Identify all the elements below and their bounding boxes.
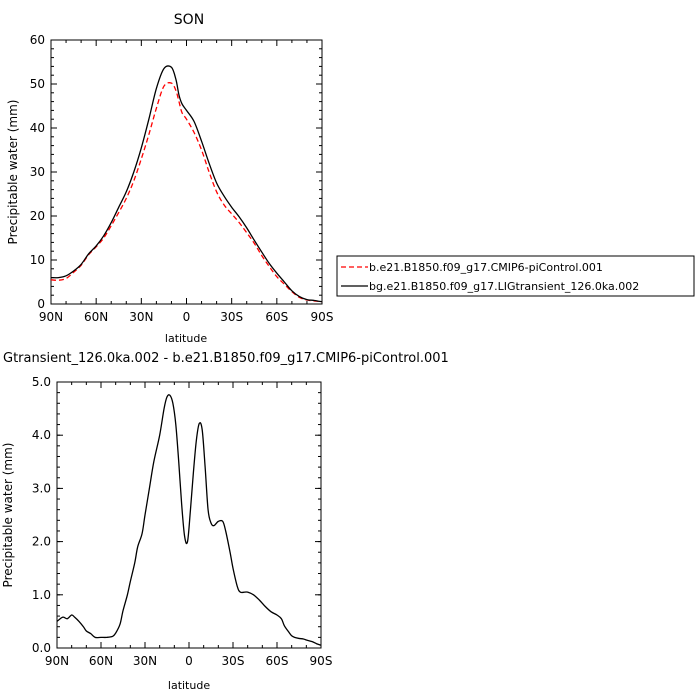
bottom-ytick-label: 5.0 (32, 375, 51, 389)
bottom-xtick-label: 30N (133, 654, 157, 668)
top-xtick-label: 30N (129, 310, 153, 324)
bottom-ytick-label: 2.0 (32, 535, 51, 549)
legend-label-control: b.e21.B1850.f09_g17.CMIP6-piControl.001 (369, 261, 603, 274)
top-ytick-label: 40 (30, 121, 45, 135)
top-ytick-label: 20 (30, 209, 45, 223)
legend-label-lig: bg.e21.B1850.f09_g17.LIGtransient_126.0k… (369, 280, 639, 293)
bottom-xtick-label: 0 (185, 654, 193, 668)
top-series-line-0 (50, 82, 323, 303)
bottom-axis-ticks: 90N 60N 30N 0 30S 60S 90S 0.0 1.0 2.0 3.0 4.0 5.0 (32, 375, 333, 668)
bottom-xlabel: latitude (168, 679, 210, 692)
top-xtick-label: 60N (84, 310, 108, 324)
top-plot-frame (50, 39, 323, 305)
top-chart-title: SON (174, 12, 204, 28)
top-ytick-label: 30 (30, 165, 45, 179)
bottom-ytick-label: 3.0 (32, 481, 51, 495)
top-xtick-label: 60S (265, 310, 288, 324)
bottom-panel: Gtransient_126.0ka.002 - b.e21.B1850.f09… (1, 351, 449, 692)
top-ylabel: Precipitable water (mm) (6, 100, 20, 245)
bottom-series-group (56, 394, 322, 646)
bottom-plot-frame (56, 381, 322, 649)
top-xtick-label: 90N (39, 310, 63, 324)
top-series-line-1 (50, 65, 323, 303)
bottom-xtick-label: 90S (310, 654, 333, 668)
top-ytick-label: 50 (30, 77, 45, 91)
top-xtick-label: 90S (311, 310, 334, 324)
bottom-series-line-0 (56, 394, 322, 646)
bottom-ytick-label: 4.0 (32, 428, 51, 442)
legend-box (336, 255, 695, 297)
bottom-ytick-label: 1.0 (32, 588, 51, 602)
bottom-ylabel: Precipitable water (mm) (1, 443, 15, 588)
top-series-group (50, 65, 323, 303)
top-xtick-label: 0 (183, 310, 191, 324)
bottom-xtick-label: 30S (222, 654, 245, 668)
top-axis-ticks: 90N 60N 30N 0 30S 60S 90S 0 10 20 30 40 50 60 (30, 33, 334, 324)
bottom-xtick-label: 60S (266, 654, 289, 668)
bottom-ytick-label: 0.0 (32, 641, 51, 655)
bottom-xtick-label: 90N (45, 654, 69, 668)
top-ytick-label: 0 (37, 297, 45, 311)
top-panel: SON 90N 60N 30N 0 30S 60S 90S 0 10 20 30 40 50 60 Pre… (6, 12, 333, 345)
top-ytick-label: 60 (30, 33, 45, 47)
top-ytick-label: 10 (30, 253, 45, 267)
bottom-chart-title: Gtransient_126.0ka.002 - b.e21.B1850.f09… (3, 351, 449, 366)
top-xtick-label: 30S (220, 310, 243, 324)
top-xlabel: latitude (165, 332, 207, 345)
legend: b.e21.B1850.f09_g17.CMIP6-piControl.001 … (336, 255, 695, 297)
bottom-xtick-label: 60N (89, 654, 113, 668)
